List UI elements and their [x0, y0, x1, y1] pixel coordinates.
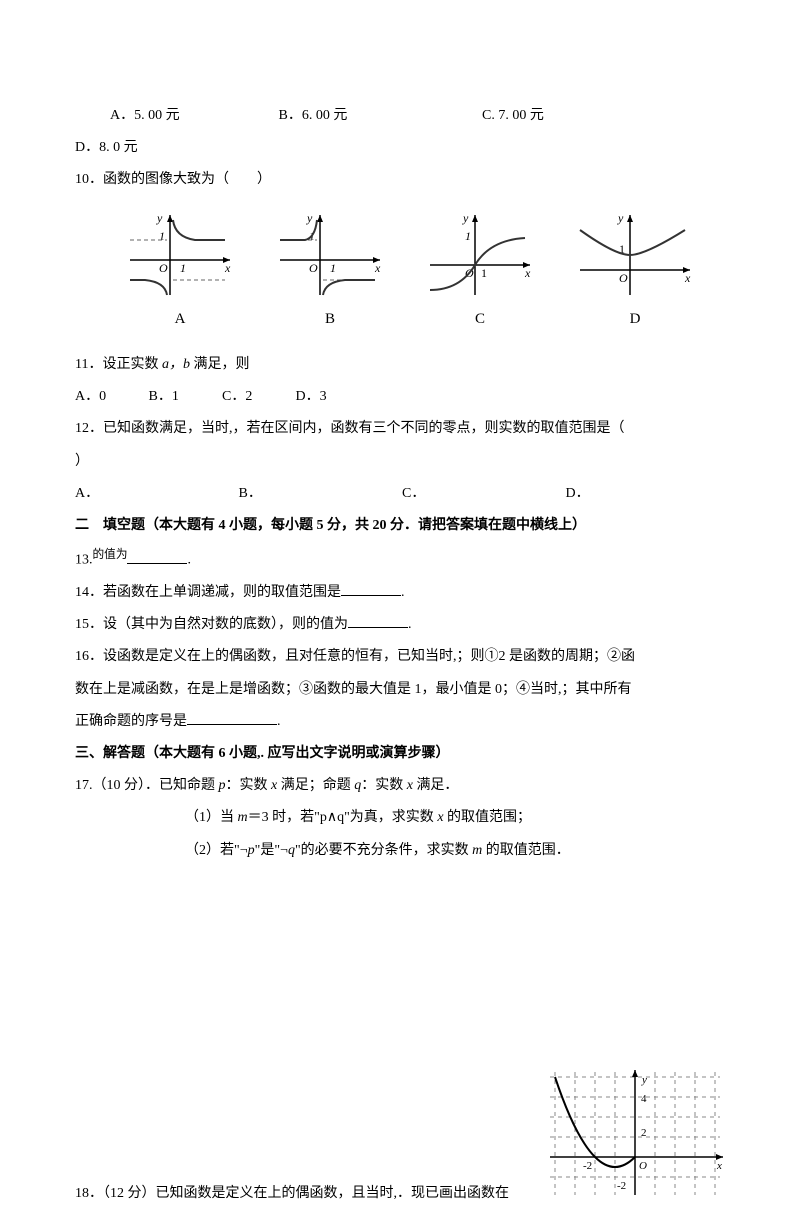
- q9-optA: A．5. 00 元: [75, 100, 275, 132]
- q13-num: 13.: [75, 553, 93, 568]
- q12-close: ）: [75, 446, 725, 478]
- svg-text:y: y: [462, 211, 469, 225]
- q16-l3-line: 正确命题的序号是.: [75, 706, 725, 738]
- q12-optA: A．: [75, 478, 235, 510]
- svg-text:y: y: [641, 1074, 647, 1086]
- q18-text: 18．（12 分）已知函数是定义在上的偶函数，且当时,．现已画出函数在: [75, 1178, 545, 1210]
- q16-l3: 正确命题的序号是: [75, 714, 187, 729]
- q11-optB: B．1: [149, 381, 219, 413]
- svg-text:1: 1: [465, 229, 471, 243]
- q9-optB: B．6. 00 元: [279, 100, 479, 132]
- q11-stem2: 满足，则: [190, 357, 250, 372]
- section2-title: 二 填空题（本大题有 4 小题，每小题 5 分，共 20 分．请把答案填在题中横…: [75, 510, 725, 542]
- graph-D-svg: 1 O x y: [575, 210, 695, 300]
- q11-stem: 11．设正实数: [75, 357, 162, 372]
- q11-optA: A．0: [75, 381, 145, 413]
- q13-blank: [127, 550, 187, 564]
- q10-graph-C: 1 1 O x y C: [425, 210, 535, 337]
- svg-text:4: 4: [641, 1093, 647, 1105]
- svg-text:x: x: [374, 261, 381, 275]
- svg-text:2: 2: [641, 1127, 647, 1139]
- graph-A-svg: 1 1 O x y: [125, 210, 235, 300]
- q15-period: .: [408, 617, 412, 632]
- svg-text:1: 1: [481, 266, 487, 280]
- graph-origin: O: [159, 261, 168, 275]
- q13-line: 13.的值为.: [75, 542, 725, 577]
- q17-l3: （2）若"¬p"是"¬q"的必要不充分条件，求实数 m 的取值范围．: [75, 835, 725, 867]
- q12-choices: A． B． C． D．: [75, 478, 725, 510]
- q17-l1: 17.（10 分）．已知命题 p：实数 x 满足；命题 q：实数 x 满足．: [75, 770, 725, 802]
- graph-tick-1: 1: [159, 229, 165, 243]
- q11-optC: C．2: [222, 381, 292, 413]
- svg-text:x: x: [524, 266, 531, 280]
- q12-stem: 12．已知函数满足，当时,，若在区间内，函数有三个不同的零点，则实数的取值范围是…: [75, 413, 725, 445]
- section3-title: 三、解答题（本大题有 6 小题,. 应写出文字说明或演算步骤）: [75, 738, 725, 770]
- q17-l2: （1）当 m＝3 时，若"p∧q"为真，求实数 x 的取值范围；: [75, 802, 725, 834]
- svg-text:O: O: [619, 271, 628, 285]
- q11-stem-line: 11．设正实数 a，b 满足，则: [75, 349, 725, 381]
- q10-label-B: B: [275, 302, 385, 337]
- q15-line: 15．设（其中为自然对数的底数），则的值为.: [75, 609, 725, 641]
- q15-text: 15．设（其中为自然对数的底数），则的值为: [75, 617, 348, 632]
- graph-C-svg: 1 1 O x y: [425, 210, 535, 300]
- q14-line: 14．若函数在上单调递减，则的取值范围是.: [75, 577, 725, 609]
- svg-text:x: x: [684, 271, 691, 285]
- q11-choices: A．0 B．1 C．2 D．3: [75, 381, 725, 413]
- svg-text:-2: -2: [617, 1180, 626, 1192]
- q10-label-C: C: [425, 302, 535, 337]
- q9-optD: D．8. 0 元: [75, 132, 725, 164]
- q10-stem: 10．函数的图像大致为（ ）: [75, 164, 725, 196]
- q16-l1: 16．设函数是定义在上的偶函数，且对任意的恒有，已知当时,；则①2 是函数的周期…: [75, 641, 725, 673]
- q13-text: 的值为: [93, 548, 128, 561]
- q16-period: .: [277, 714, 281, 729]
- q18-row: 18．（12 分）已知函数是定义在上的偶函数，且当时,．现已画出函数在: [75, 1067, 725, 1210]
- svg-text:x: x: [716, 1160, 722, 1172]
- svg-text:x: x: [224, 261, 231, 275]
- q10-graphs: 1 1 O x y A 1 1 O x y B: [75, 205, 725, 342]
- svg-text:y: y: [156, 211, 163, 225]
- q10-graph-A: 1 1 O x y A: [125, 210, 235, 337]
- q18-figure: y x O 4 2 -2 -2: [545, 1067, 725, 1210]
- q12-optB: B．: [239, 478, 399, 510]
- q12-optD: D．: [566, 478, 590, 510]
- q10-label-A: A: [125, 302, 235, 337]
- svg-text:-2: -2: [583, 1160, 592, 1172]
- svg-text:y: y: [617, 211, 624, 225]
- q9-optC: C. 7. 00 元: [482, 100, 544, 132]
- q14-period: .: [401, 585, 405, 600]
- q16-blank: [187, 711, 277, 725]
- q10-graph-D: 1 O x y D: [575, 210, 695, 337]
- graph-B-svg: 1 1 O x y: [275, 210, 385, 300]
- q9-choices: A．5. 00 元 B．6. 00 元 C. 7. 00 元: [75, 100, 725, 132]
- q11-ab: a，b: [162, 357, 190, 372]
- q10-label-D: D: [575, 302, 695, 337]
- svg-text:y: y: [306, 211, 313, 225]
- q15-blank: [348, 614, 408, 628]
- q14-blank: [341, 582, 401, 596]
- svg-text:O: O: [639, 1160, 647, 1172]
- svg-text:1: 1: [330, 261, 336, 275]
- q11-optD: D．3: [296, 381, 327, 413]
- q14-text: 14．若函数在上单调递减，则的取值范围是: [75, 585, 341, 600]
- q13-period: .: [187, 553, 191, 568]
- q16-l2: 数在上是减函数，在是上是增函数；③函数的最大值是 1，最小值是 0；④当时,；其…: [75, 674, 725, 706]
- svg-text:O: O: [309, 261, 318, 275]
- q10-graph-B: 1 1 O x y B: [275, 210, 385, 337]
- svg-text:1: 1: [180, 261, 186, 275]
- q12-optC: C．: [402, 478, 562, 510]
